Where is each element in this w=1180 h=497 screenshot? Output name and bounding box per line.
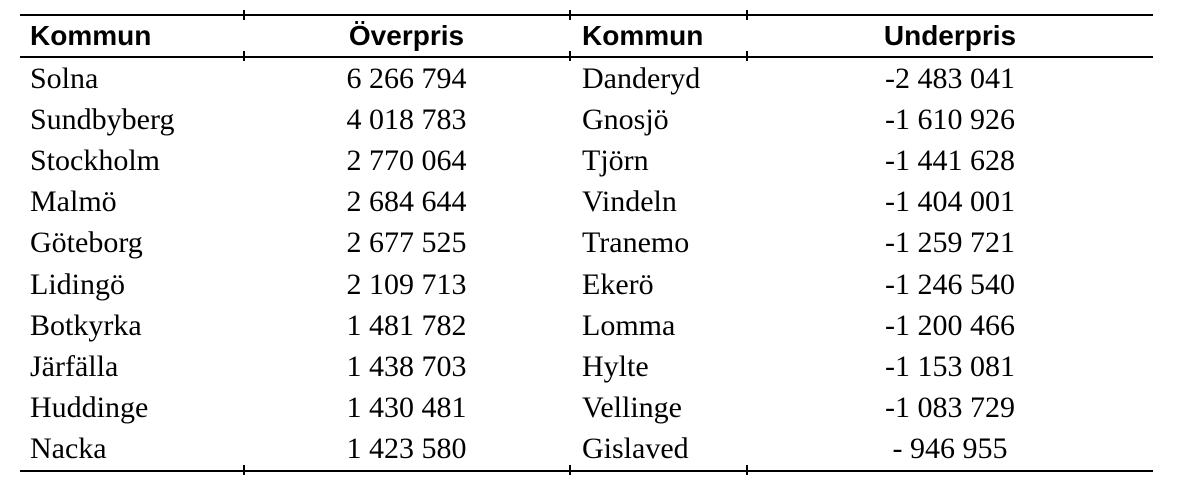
cell-overpris: 2 677 525 [346,226,467,260]
cell-kommun-under: Tjörn [582,143,649,177]
cell-overpris: 1 438 703 [346,349,467,383]
cell-kommun-over: Järfälla [30,349,119,383]
header-underpris: Underpris [747,15,1153,58]
header-kommun-overpris: Kommun [20,15,244,58]
cell-kommun-over: Nacka [30,432,107,466]
cell-kommun-under: Lomma [582,308,676,342]
cell-underpris: -1 153 081 [885,349,1015,383]
table-row: Solna 6 266 794 Danderyd -2 483 041 [20,57,1153,99]
cell-kommun-under: Vellinge [582,391,682,425]
cell-underpris: -1 246 540 [885,267,1015,301]
cell-kommun-over: Solna [30,61,99,95]
column-boundary-tick [569,51,571,61]
header-row: Kommun Överpris Kommun Underpris [20,15,1153,58]
table-row: Lidingö 2 109 713 Ekerö -1 246 540 [20,264,1153,305]
cell-underpris: -1 404 001 [885,185,1015,219]
cell-kommun-over: Lidingö [30,267,125,301]
column-boundary-tick [569,10,571,20]
table-row: Sundbyberg 4 018 783 Gnosjö -1 610 926 [20,99,1153,140]
table-row: Stockholm 2 770 064 Tjörn -1 441 628 [20,140,1153,181]
cell-underpris: -2 483 041 [885,61,1015,95]
cell-kommun-under: Danderyd [582,61,701,95]
column-boundary-tick [243,51,245,61]
cell-overpris: 6 266 794 [346,61,467,95]
column-boundary-tick [569,465,571,475]
cell-underpris: -1 083 729 [885,391,1015,425]
cell-underpris: -1 441 628 [885,143,1015,177]
table-row: Göteborg 2 677 525 Tranemo -1 259 721 [20,223,1153,264]
cell-kommun-under: Gnosjö [582,102,669,136]
column-boundary-tick [746,51,748,61]
data-table: Kommun Överpris Kommun Underpris Solna 6… [20,14,1153,472]
table-row: Nacka 1 423 580 Gislaved - 946 955 [20,429,1153,471]
cell-overpris: 1 430 481 [346,391,467,425]
cell-kommun-under: Tranemo [582,226,690,260]
cell-kommun-over: Botkyrka [30,308,142,342]
cell-kommun-over: Malmö [30,185,117,219]
cell-underpris: -1 610 926 [885,102,1015,136]
cell-overpris: 1 481 782 [346,308,467,342]
cell-kommun-under: Vindeln [582,185,677,219]
cell-kommun-over: Stockholm [30,143,161,177]
cell-underpris: -1 259 721 [885,226,1015,260]
column-boundary-tick [243,465,245,475]
cell-overpris: 2 109 713 [346,267,467,301]
cell-kommun-under: Gislaved [582,432,689,466]
header-overpris: Överpris [244,15,569,58]
table-row: Botkyrka 1 481 782 Lomma -1 200 466 [20,305,1153,346]
cell-kommun-over: Göteborg [30,226,143,260]
cell-overpris: 2 770 064 [346,143,467,177]
cell-kommun-over: Huddinge [30,391,149,425]
column-boundary-tick [746,465,748,475]
cell-overpris: 2 684 644 [346,185,467,219]
cell-overpris: 4 018 783 [346,102,467,136]
table-row: Malmö 2 684 644 Vindeln -1 404 001 [20,182,1153,223]
header-kommun-underpris: Kommun [569,15,747,58]
table-row: Huddinge 1 430 481 Vellinge -1 083 729 [20,388,1153,429]
cell-underpris: -1 200 466 [885,308,1015,342]
cell-kommun-over: Sundbyberg [30,102,175,136]
column-boundary-tick [243,10,245,20]
cell-kommun-under: Ekerö [582,267,654,301]
cell-overpris: 1 423 580 [346,432,467,466]
column-boundary-tick [746,10,748,20]
cell-underpris: - 946 955 [892,432,1008,466]
cell-kommun-under: Hylte [582,349,649,383]
table-row: Järfälla 1 438 703 Hylte -1 153 081 [20,346,1153,387]
